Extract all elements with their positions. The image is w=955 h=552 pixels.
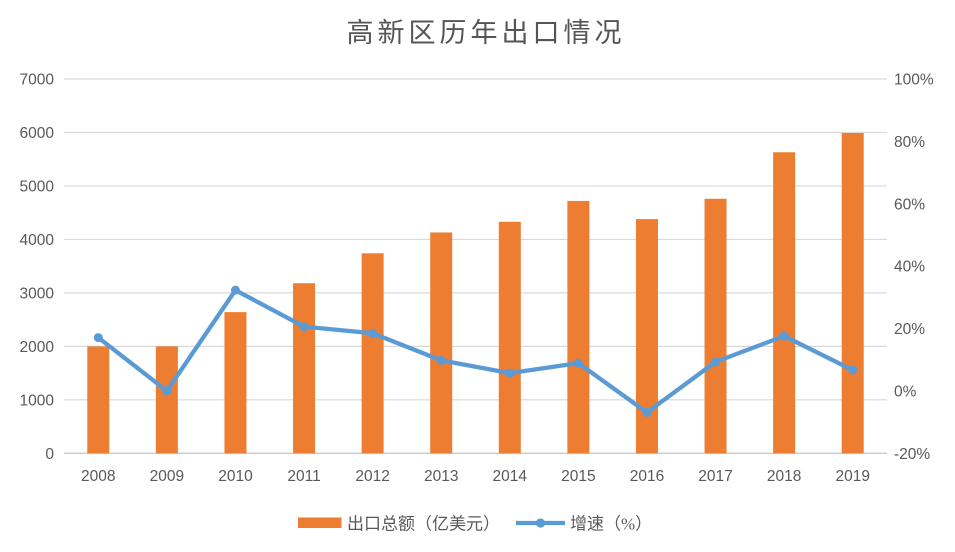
y-axis-right-label: 40% xyxy=(894,259,925,276)
export-bar xyxy=(430,232,453,454)
y-axis-left-label: 7000 xyxy=(20,72,55,89)
x-axis-label: 2008 xyxy=(81,468,115,485)
y-axis-left-label: 2000 xyxy=(20,339,55,356)
y-axis-right-label: 60% xyxy=(894,196,925,213)
y-axis-left-label: 5000 xyxy=(20,178,55,195)
y-axis-left: 0 1000 2000 3000 4000 5000 6000 7000 xyxy=(20,72,55,463)
y-axis-left-label: 6000 xyxy=(20,125,55,142)
export-bar xyxy=(841,133,864,454)
x-axis-label: 2012 xyxy=(355,468,389,485)
export-bar xyxy=(635,219,658,454)
x-axis-label: 2009 xyxy=(150,468,184,485)
x-axis-label: 2018 xyxy=(767,468,801,485)
export-bar xyxy=(224,312,247,454)
y-axis-left-label: 3000 xyxy=(20,285,55,302)
export-bar xyxy=(498,221,521,454)
x-axis-label: 2010 xyxy=(218,468,253,485)
growth-marker xyxy=(368,328,378,338)
growth-marker xyxy=(299,322,309,332)
export-bar xyxy=(773,152,796,454)
x-axis-label: 2014 xyxy=(493,468,528,485)
growth-marker xyxy=(573,358,583,368)
growth-line xyxy=(96,288,855,415)
growth-marker xyxy=(779,331,789,341)
y-axis-left-label: 1000 xyxy=(20,392,55,409)
growth-marker xyxy=(848,365,858,375)
y-axis-right: -20% 0% 20% 40% 60% 80% 100% xyxy=(894,72,934,463)
x-axis-label: 2017 xyxy=(698,468,732,485)
y-axis-left-label: 0 xyxy=(45,446,54,463)
gridlines xyxy=(64,78,887,454)
line-series-growth xyxy=(93,285,858,417)
export-bar xyxy=(567,200,590,454)
y-axis-left-label: 4000 xyxy=(20,232,55,249)
growth-marker xyxy=(711,357,721,367)
x-axis-label: 2015 xyxy=(561,468,595,485)
legend-label-growth: 增速（%） xyxy=(570,515,652,534)
export-bar xyxy=(293,283,316,454)
y-axis-right-label: 80% xyxy=(894,134,925,151)
growth-marker xyxy=(162,386,172,396)
legend-marker-growth-icon xyxy=(535,518,546,528)
legend: 出口总额（亿美元） 增速（%） xyxy=(298,515,652,534)
growth-marker xyxy=(230,285,240,295)
export-bar xyxy=(155,346,178,454)
legend-swatch-exports xyxy=(298,517,342,528)
y-axis-right-label: 0% xyxy=(894,383,917,400)
export-bar xyxy=(87,346,110,454)
x-axis-label: 2019 xyxy=(835,468,869,485)
y-axis-right-label: -20% xyxy=(894,446,930,463)
export-bar xyxy=(361,253,384,454)
y-axis-right-label: 20% xyxy=(894,321,925,338)
x-axis: 2008 2009 2010 2011 2012 2013 2014 2015 2016 2017… xyxy=(81,468,870,485)
growth-marker xyxy=(93,333,103,343)
growth-marker xyxy=(642,407,652,417)
chart-title: 高新区历年出口情况 xyxy=(347,18,626,48)
growth-marker xyxy=(505,368,515,378)
export-bar xyxy=(704,198,727,454)
growth-marker xyxy=(436,355,446,365)
x-axis-label: 2013 xyxy=(424,468,458,485)
y-axis-right-label: 100% xyxy=(894,72,934,89)
legend-label-exports: 出口总额（亿美元） xyxy=(347,515,500,534)
x-axis-label: 2016 xyxy=(630,468,664,485)
x-axis-label: 2011 xyxy=(287,468,320,485)
